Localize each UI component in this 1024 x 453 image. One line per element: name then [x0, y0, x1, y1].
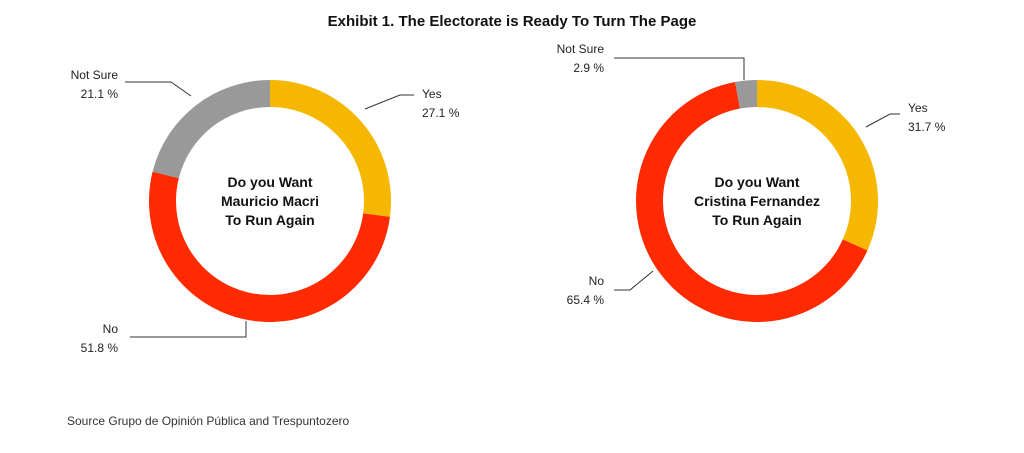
donut-center-label-line: Do you Want — [714, 174, 799, 190]
slice-not-sure — [152, 80, 270, 179]
slice-yes — [757, 80, 878, 251]
slice-no — [148, 171, 390, 323]
chart-title: Exhibit 1. The Electorate is Ready To Tu… — [327, 13, 697, 30]
leader-line-no — [614, 270, 654, 291]
donut-center-label-line: Cristina Fernandez — [694, 193, 820, 209]
slice-label-no: No — [103, 322, 119, 336]
leader-line-not-sure — [125, 81, 192, 97]
slice-value-yes: 31.7 % — [908, 120, 946, 134]
leader-line-yes — [364, 94, 414, 110]
slice-value-yes: 27.1 % — [422, 106, 460, 120]
donut-chart-macri: Yes 27.1 % No 51.8 % Not Sure 21.1 % Do you Wa… — [71, 68, 460, 355]
slice-label-yes: Yes — [908, 101, 928, 115]
slice-value-not-sure: 21.1 % — [81, 87, 119, 101]
slice-value-no: 51.8 % — [81, 341, 119, 355]
donut-center-label-line: To Run Again — [225, 212, 314, 228]
slice-label-not-sure: Not Sure — [557, 42, 605, 56]
donut-center-label-line: To Run Again — [712, 212, 801, 228]
source-note: Source Grupo de Opinión Pública and Tres… — [67, 414, 350, 428]
donut-center-label-line: Mauricio Macri — [221, 193, 319, 209]
donut-center-label-line: Do you Want — [227, 174, 312, 190]
slice-yes — [270, 80, 391, 217]
leader-line-not-sure — [614, 57, 745, 80]
slice-not-sure — [735, 80, 757, 109]
slice-value-no: 65.4 % — [567, 293, 605, 307]
leader-line-no — [130, 321, 247, 338]
slice-label-no: No — [589, 274, 605, 288]
slice-label-not-sure: Not Sure — [71, 68, 119, 82]
donut-chart-fernandez: Yes 31.7 % No 65.4 % Not Sure 2.9 % Do you Wan… — [557, 42, 946, 322]
slice-value-not-sure: 2.9 % — [573, 61, 604, 75]
slice-label-yes: Yes — [422, 87, 442, 101]
leader-line-yes — [865, 113, 900, 128]
